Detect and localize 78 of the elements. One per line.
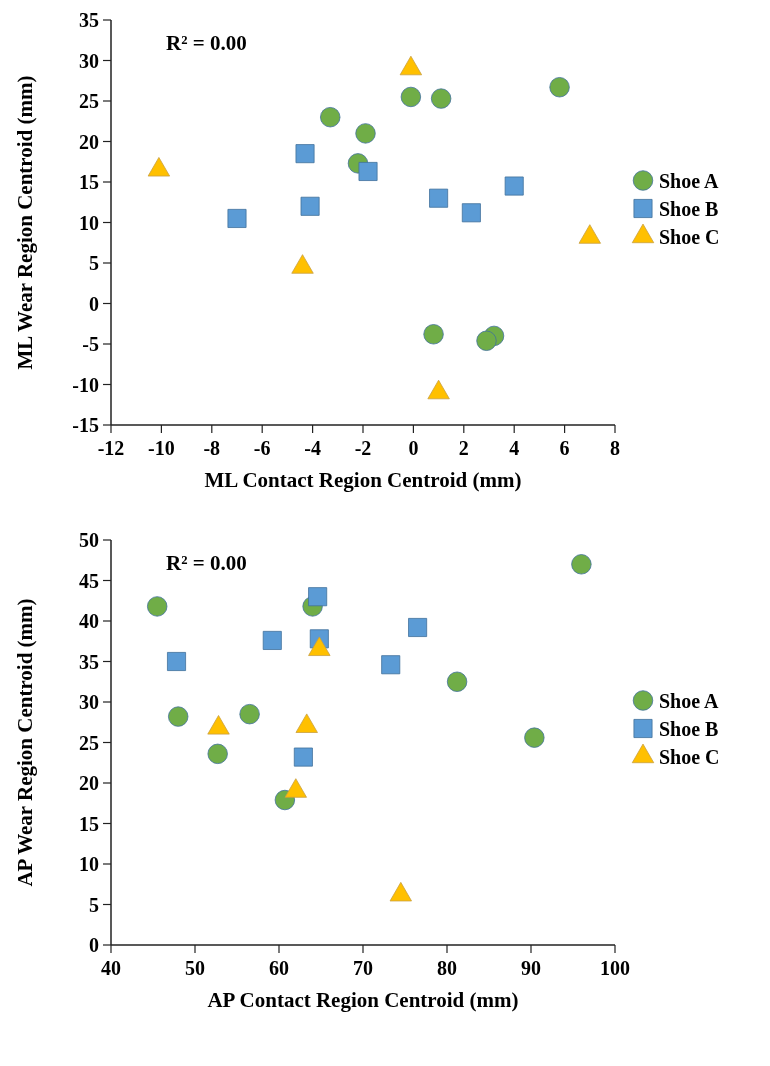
y-tick-label: -10 (72, 373, 99, 396)
point (430, 88, 452, 109)
x-tick-label: -2 (354, 437, 372, 459)
point (358, 161, 378, 181)
y-tick-label: 25 (79, 731, 99, 754)
point (320, 107, 341, 128)
point (227, 208, 247, 228)
x-tick-label: -12 (97, 437, 125, 459)
point (207, 743, 228, 764)
y-tick-label: 30 (79, 691, 99, 713)
point (300, 196, 320, 216)
x-tick-label: 6 (559, 437, 570, 459)
x-tick-label: 80 (437, 957, 457, 979)
point (381, 655, 401, 675)
x-tick-label: 90 (521, 957, 541, 979)
y-tick-label: 25 (79, 90, 99, 112)
y-tick-label: 35 (79, 9, 99, 31)
y-tick-label: 0 (89, 292, 99, 315)
legend-label: Shoe C (659, 225, 720, 248)
y-tick-label: -5 (82, 333, 99, 355)
y-tick-label: -15 (72, 414, 99, 436)
point (400, 86, 422, 108)
x-tick-label: -6 (253, 437, 271, 459)
point (308, 587, 328, 607)
point (429, 188, 449, 208)
x-tick-label: 100 (600, 957, 630, 979)
point (167, 652, 186, 671)
point (262, 630, 282, 650)
point (461, 203, 481, 223)
y-tick-label: 20 (79, 130, 99, 153)
point (293, 747, 313, 767)
point (504, 176, 524, 196)
point (423, 324, 444, 345)
y-tick-label: 45 (79, 569, 99, 592)
y-tick-label: 15 (79, 171, 99, 193)
legend-label: Shoe A (659, 689, 720, 712)
y-tick-label: 30 (79, 49, 99, 72)
y-tick-label: 20 (79, 772, 99, 794)
x-tick-label: 60 (269, 957, 289, 979)
point (476, 330, 497, 351)
point (571, 554, 592, 575)
point (147, 596, 168, 617)
y-tick-label: 5 (89, 893, 99, 916)
y-axis-title: ML Wear Region Centroid (mm) (13, 75, 37, 370)
y-tick-label: 50 (79, 529, 99, 551)
x-tick-label: 2 (458, 437, 469, 459)
legend-label: Shoe B (659, 197, 719, 220)
annotation: R² = 0.00 (166, 551, 247, 575)
x-tick-label: -8 (203, 437, 221, 459)
x-tick-label: 8 (610, 437, 620, 459)
point (524, 727, 545, 748)
y-tick-label: 5 (89, 252, 99, 274)
annotation: R² = 0.00 (166, 31, 247, 55)
point (239, 704, 260, 725)
point (295, 144, 315, 164)
point (549, 77, 570, 98)
point (408, 618, 428, 637)
y-tick-label: 0 (89, 934, 99, 956)
point (355, 123, 376, 144)
x-axis-title: AP Contact Region Centroid (mm) (207, 988, 519, 1012)
legend-label: Shoe A (659, 169, 720, 192)
x-tick-label: 50 (185, 957, 205, 979)
legend-label: Shoe C (659, 745, 720, 768)
x-tick-label: -4 (304, 437, 321, 459)
x-tick-label: 70 (353, 957, 373, 979)
x-tick-label: -10 (148, 437, 175, 459)
legend-label: Shoe B (659, 717, 719, 740)
x-axis-title: ML Contact Region Centroid (mm) (204, 468, 522, 492)
y-tick-label: 10 (79, 211, 99, 234)
y-tick-label: 15 (79, 812, 99, 835)
x-tick-label: 0 (408, 437, 419, 459)
point (446, 671, 468, 692)
x-tick-label: 4 (509, 437, 520, 459)
y-tick-label: 40 (79, 610, 99, 632)
point (168, 706, 189, 727)
y-tick-label: 35 (79, 650, 99, 673)
y-tick-label: 10 (79, 853, 99, 875)
y-axis-title: AP Wear Region Centroid (mm) (13, 598, 37, 887)
